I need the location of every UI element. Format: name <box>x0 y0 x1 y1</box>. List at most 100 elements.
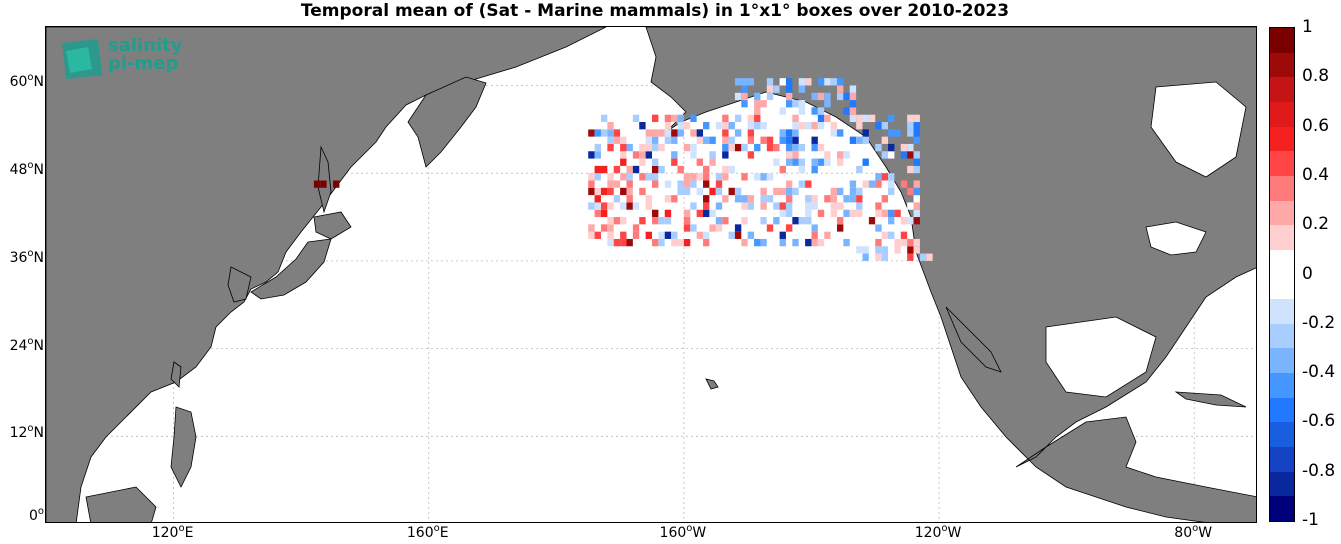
data-cell <box>645 173 652 181</box>
data-cell <box>677 187 684 196</box>
data-cell <box>664 195 672 203</box>
data-cell <box>696 129 704 137</box>
data-cell <box>652 158 659 166</box>
data-cell <box>645 129 652 137</box>
map-title: Temporal mean of (Sat - Marine mammals) … <box>300 1 1010 21</box>
data-cell <box>836 92 844 101</box>
data-cells <box>313 78 933 261</box>
data-cell <box>728 136 735 144</box>
data-cell <box>817 238 825 247</box>
data-cell <box>766 217 774 225</box>
data-cell <box>798 85 806 93</box>
data-cell <box>862 246 869 254</box>
data-cell <box>792 217 799 225</box>
data-cell <box>645 202 652 210</box>
data-cell <box>722 143 729 152</box>
data-cell <box>671 129 678 137</box>
data-cell <box>741 202 748 210</box>
data-cell <box>722 173 729 181</box>
data-cell <box>652 165 659 174</box>
data-cell <box>830 78 837 86</box>
map-canvas[interactable] <box>46 27 1257 523</box>
data-cell <box>709 217 716 225</box>
data-cell <box>830 202 837 210</box>
data-cell <box>836 85 844 93</box>
data-cell <box>709 238 716 247</box>
data-cell <box>824 158 831 166</box>
data-cell <box>709 151 716 159</box>
data-cell <box>760 122 767 130</box>
data-cell <box>907 143 914 152</box>
data-cell <box>613 238 621 247</box>
data-cell <box>734 143 742 152</box>
data-cell <box>613 217 621 225</box>
data-cell <box>900 143 908 152</box>
colorbar-segment <box>1270 422 1294 448</box>
data-cell <box>594 173 601 181</box>
data-cell <box>792 114 799 123</box>
data-cell <box>798 165 806 174</box>
data-cell <box>703 202 710 210</box>
data-cell <box>594 238 601 247</box>
data-cell <box>747 151 755 159</box>
data-cell <box>792 151 799 159</box>
data-cell <box>811 143 818 152</box>
data-cell <box>728 143 735 152</box>
data-cell <box>843 238 850 247</box>
data-cell <box>588 180 595 188</box>
data-cell <box>862 180 869 188</box>
colorbar-segment <box>1270 373 1294 399</box>
data-cell <box>594 151 601 159</box>
data-cell <box>639 173 646 181</box>
data-cell <box>779 180 786 188</box>
data-cell <box>836 187 844 196</box>
data-cell <box>817 158 825 166</box>
land-masses <box>46 27 1256 522</box>
data-cell <box>734 114 742 123</box>
colorbar-tick-label: 0.8 <box>1302 66 1330 87</box>
data-cell <box>722 114 729 123</box>
data-cell <box>875 173 882 181</box>
map-frame[interactable] <box>45 26 1257 523</box>
data-cell <box>652 187 659 196</box>
data-cell <box>817 151 825 159</box>
data-cell <box>671 195 678 203</box>
colorbar-segment <box>1270 299 1294 325</box>
data-cell <box>907 187 914 196</box>
data-cell <box>805 238 812 247</box>
data-cell <box>747 114 755 123</box>
data-cell <box>811 202 818 210</box>
colorbar-segment <box>1270 126 1294 152</box>
data-cell <box>715 187 723 196</box>
data-cell <box>588 202 595 210</box>
data-cell <box>690 143 697 152</box>
data-cell <box>875 253 882 261</box>
water-great-lakes <box>1145 221 1207 256</box>
data-cell <box>664 231 672 239</box>
data-cell <box>824 151 831 159</box>
data-cell <box>907 122 914 130</box>
data-cell <box>779 78 786 86</box>
data-cell <box>734 231 742 239</box>
latitude-label: 36oN <box>9 247 44 266</box>
data-cell <box>600 224 608 232</box>
data-cell <box>658 143 665 152</box>
data-cell <box>798 180 806 188</box>
data-cell <box>824 195 831 203</box>
data-cell <box>824 100 831 108</box>
data-cell <box>652 173 659 181</box>
data-cell <box>894 209 901 218</box>
colorbar-tick-label: -0.2 <box>1302 312 1336 333</box>
data-cell <box>664 122 672 130</box>
colorbar-tick-label: 0.6 <box>1302 115 1330 136</box>
data-cell <box>588 122 595 130</box>
data-cell <box>907 114 914 123</box>
data-cell <box>792 238 799 247</box>
data-cell <box>677 165 684 174</box>
colorbar-segment <box>1270 447 1294 473</box>
data-cell <box>760 100 767 108</box>
data-cell <box>907 217 914 225</box>
data-cell <box>600 209 608 218</box>
data-cell <box>754 100 761 108</box>
data-cell <box>677 122 684 130</box>
